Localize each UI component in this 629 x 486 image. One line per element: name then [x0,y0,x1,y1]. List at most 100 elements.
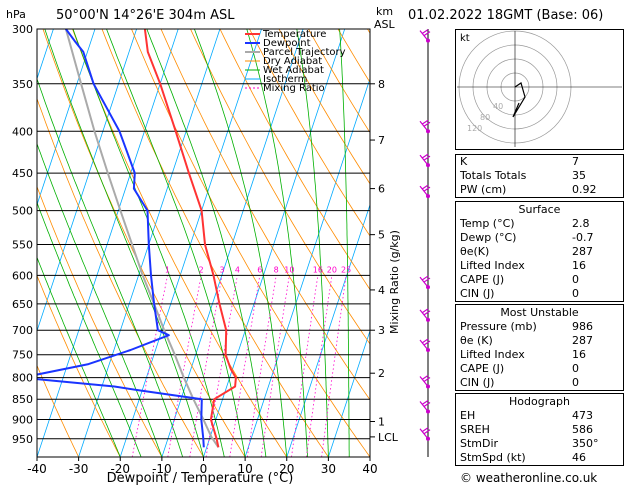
mixing-ratio-line [131,275,168,457]
table-row: CIN (J) 0 [456,287,623,301]
table-row: StmDir 350° [456,437,623,451]
hodograph-ring-label: 40 [493,102,503,111]
wind-barb [419,119,431,132]
x-tick-label: 10 [237,462,252,476]
pressure-tick-label: 850 [12,393,33,406]
wind-barbs [419,29,431,457]
legend-item-label: Dewpoint [263,38,311,49]
row-value: 16 [572,259,586,272]
row-label: Lifted Index [460,348,525,361]
dry-adiabat-line [249,29,370,237]
isotherm-line [203,29,346,457]
x-axis-title: Dewpoint / Temperature (°C) [107,471,294,486]
pressure-tick-label: 600 [12,269,33,282]
wind-barb [419,275,431,288]
pressure-tick-label: 900 [12,414,33,427]
row-value: 35 [572,169,586,182]
pressure-tick-label: 500 [12,205,33,218]
row-value: 586 [572,423,593,436]
most-unstable-table: Most Unstable Pressure (mb) 986 θe (K) 287 Li… [455,304,624,391]
mixing-ratio-label: 25 [341,265,351,274]
axes-labels: 3003504004505005506006507007508008509009… [12,23,399,476]
pressure-tick-label: 550 [12,238,33,251]
table-row: CIN (J) 0 [456,376,623,390]
row-label: CIN (J) [460,287,495,300]
table-row: CAPE (J) 0 [456,362,623,376]
mixing-ratio-line [167,275,202,457]
hodograph-table: Hodograph EH 473 SREH 586 StmDir 350° StmSpd (k… [455,393,624,466]
location-label: 50°00'N 14°26'E 304m ASL [56,8,235,23]
surface-table: Surface Temp (°C) 2.8 Dewp (°C) -0.7 θe(K) 287… [455,201,624,302]
row-label: Dewp (°C) [460,231,517,244]
x-tick-label: 30 [321,462,336,476]
wind-barb [419,427,431,440]
temperature-line [143,29,237,448]
row-value: 986 [572,320,593,333]
wet-adiabat-line [339,29,350,457]
wind-barb [419,184,431,197]
row-label: K [460,155,468,168]
pressure-tick-label: 950 [12,433,33,446]
sounding-series [37,29,237,448]
table-row: CAPE (J) 0 [456,273,623,287]
table-row: Lifted Index 16 [456,259,623,273]
km-tick-label: 8 [378,78,385,91]
row-label: CAPE (J) [460,362,505,375]
row-value: 16 [572,348,586,361]
pressure-tick-label: 400 [12,125,33,138]
hodograph-unit: kt [460,33,470,44]
isotherm-line [161,29,304,457]
table-section-title: Hodograph [509,395,570,408]
row-label: CIN (J) [460,376,495,389]
isotherm-line [119,29,262,457]
row-label: SREH [460,423,490,436]
km-tick-label: 6 [378,183,385,196]
mixing-ratio-label: 1 [165,265,170,274]
dry-adiabat-line [219,29,370,291]
row-value: 0 [572,287,579,300]
mixing-ratio-lines [131,275,347,457]
x-tick-label: 40 [362,462,377,476]
row-value: 46 [572,451,586,464]
dry-adiabat-line [37,364,79,457]
pressure-tick-label: 700 [12,324,33,337]
row-value: -0.7 [572,231,594,244]
table-row: SREH 586 [456,423,623,437]
x-tick-label: -20 [110,462,130,476]
km-tick-label: 7 [378,134,385,147]
wind-barb [419,374,431,387]
row-value: 7 [572,155,579,168]
row-value: 473 [572,409,593,422]
mixing-ratio-label: 3 [219,265,224,274]
km-tick-label: 1 [378,416,385,429]
row-label: StmDir [460,437,499,450]
row-value: 287 [572,334,593,347]
mixing-ratio-line [189,275,223,457]
mixing-ratio-axis-title: Mixing Ratio (g/kg) [388,230,401,334]
row-label: Temp (°C) [460,217,515,230]
mixing-ratio-label: 2 [199,265,204,274]
km-tick-label: LCL [378,431,399,444]
legend-item-label: Temperature [262,29,326,40]
legend-item-label: Parcel Trajectory [263,47,346,58]
row-label: CAPE (J) [460,273,505,286]
legend-item-label: Dry Adiabat [263,56,322,67]
row-value: 0 [572,362,579,375]
dry-adiabat-line [42,29,246,457]
hodograph-ring-label: 120 [467,124,482,133]
pressure-tick-label: 350 [12,78,33,91]
table-row: EH 473 [456,409,623,423]
row-value: 0.92 [572,183,597,196]
table-row: StmSpd (kt) 46 [456,451,623,465]
isotherm-line [328,329,370,457]
x-tick-label: 0 [200,462,208,476]
mixing-ratio-line [205,275,238,457]
table-row: Totals Totals 35 [456,169,623,183]
isotherm-lines [37,29,370,457]
table-row: Dewp (°C) -0.7 [456,231,623,245]
km-tick-label: 4 [378,284,385,297]
mixing-ratio-label: 16 [313,265,323,274]
mixing-ratio-line [321,275,347,457]
